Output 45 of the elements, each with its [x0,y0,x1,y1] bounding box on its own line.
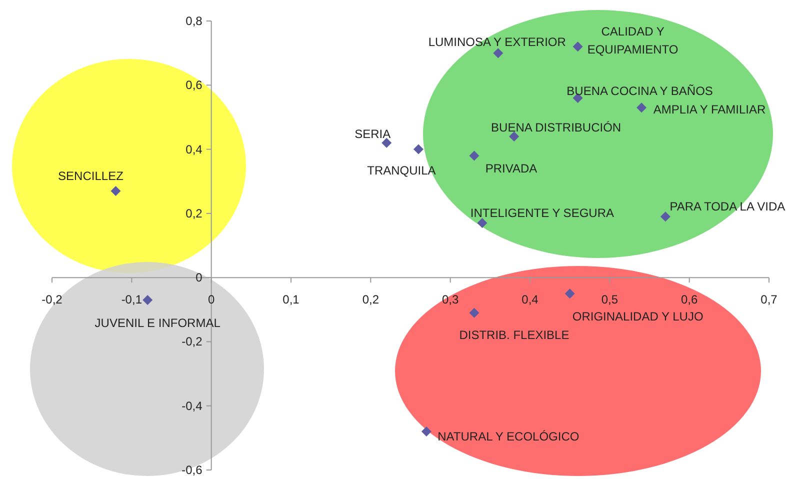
annotation: DISTRIB. FLEXIBLE [459,328,570,342]
x-tick-label: -0,2 [42,292,63,307]
point [142,295,153,306]
x-tick-label: 0 [208,292,215,307]
annotation: PRIVADA [485,162,538,176]
annotation: PARA TODA LA VIDA [670,200,786,214]
annotation: BUENA COCINA Y BAÑOS [566,84,713,98]
annotation: INTELIGENTE Y SEGURA [470,206,614,220]
point [572,42,583,52]
y-tick-label: -0,4 [182,398,203,413]
y-tick-label: -0,6 [182,463,203,477]
point [509,131,520,142]
point [660,212,670,222]
x-tick-label: 0,5 [601,292,618,307]
point [469,150,480,161]
point [564,288,575,299]
point [469,308,480,318]
point [421,426,432,437]
point [636,102,647,113]
x-tick-label: 0,3 [442,292,459,307]
y-tick-label: 0,8 [186,14,203,28]
annotation: NATURAL Y ECOLÓGICO [438,430,580,444]
annotation: BUENA DISTRIBUCIÓN [491,120,622,134]
annotation: JUVENIL E INFORMAL [94,316,221,330]
y-tick-label: 0,6 [186,78,203,92]
point [110,186,121,196]
x-tick-label: 0,6 [680,292,698,307]
point [413,144,424,154]
point [493,48,504,58]
x-tick-label: -0,1 [121,292,142,307]
point [382,138,392,148]
y-tick-label: 0,4 [186,142,203,156]
y-tick-label: 0 [196,270,203,285]
point [477,218,488,228]
y-tick-label: -0,2 [182,334,203,349]
x-tick-label: 0,2 [362,292,380,307]
y-tick-label: 0,2 [186,206,203,220]
x-tick-label: 0,4 [522,292,539,307]
annotation: ORIGINALIDAD Y LUJO [572,310,704,324]
x-tick-label: 0,7 [760,292,778,307]
annotation: AMPLIA Y FAMILIAR [653,102,766,117]
annotation: SERIA [354,126,391,141]
annotation: CALIDAD Y EQUIPAMIENTO [587,24,678,57]
x-tick-label: 0,1 [282,292,300,307]
annotation: SENCILLEZ [58,168,124,183]
